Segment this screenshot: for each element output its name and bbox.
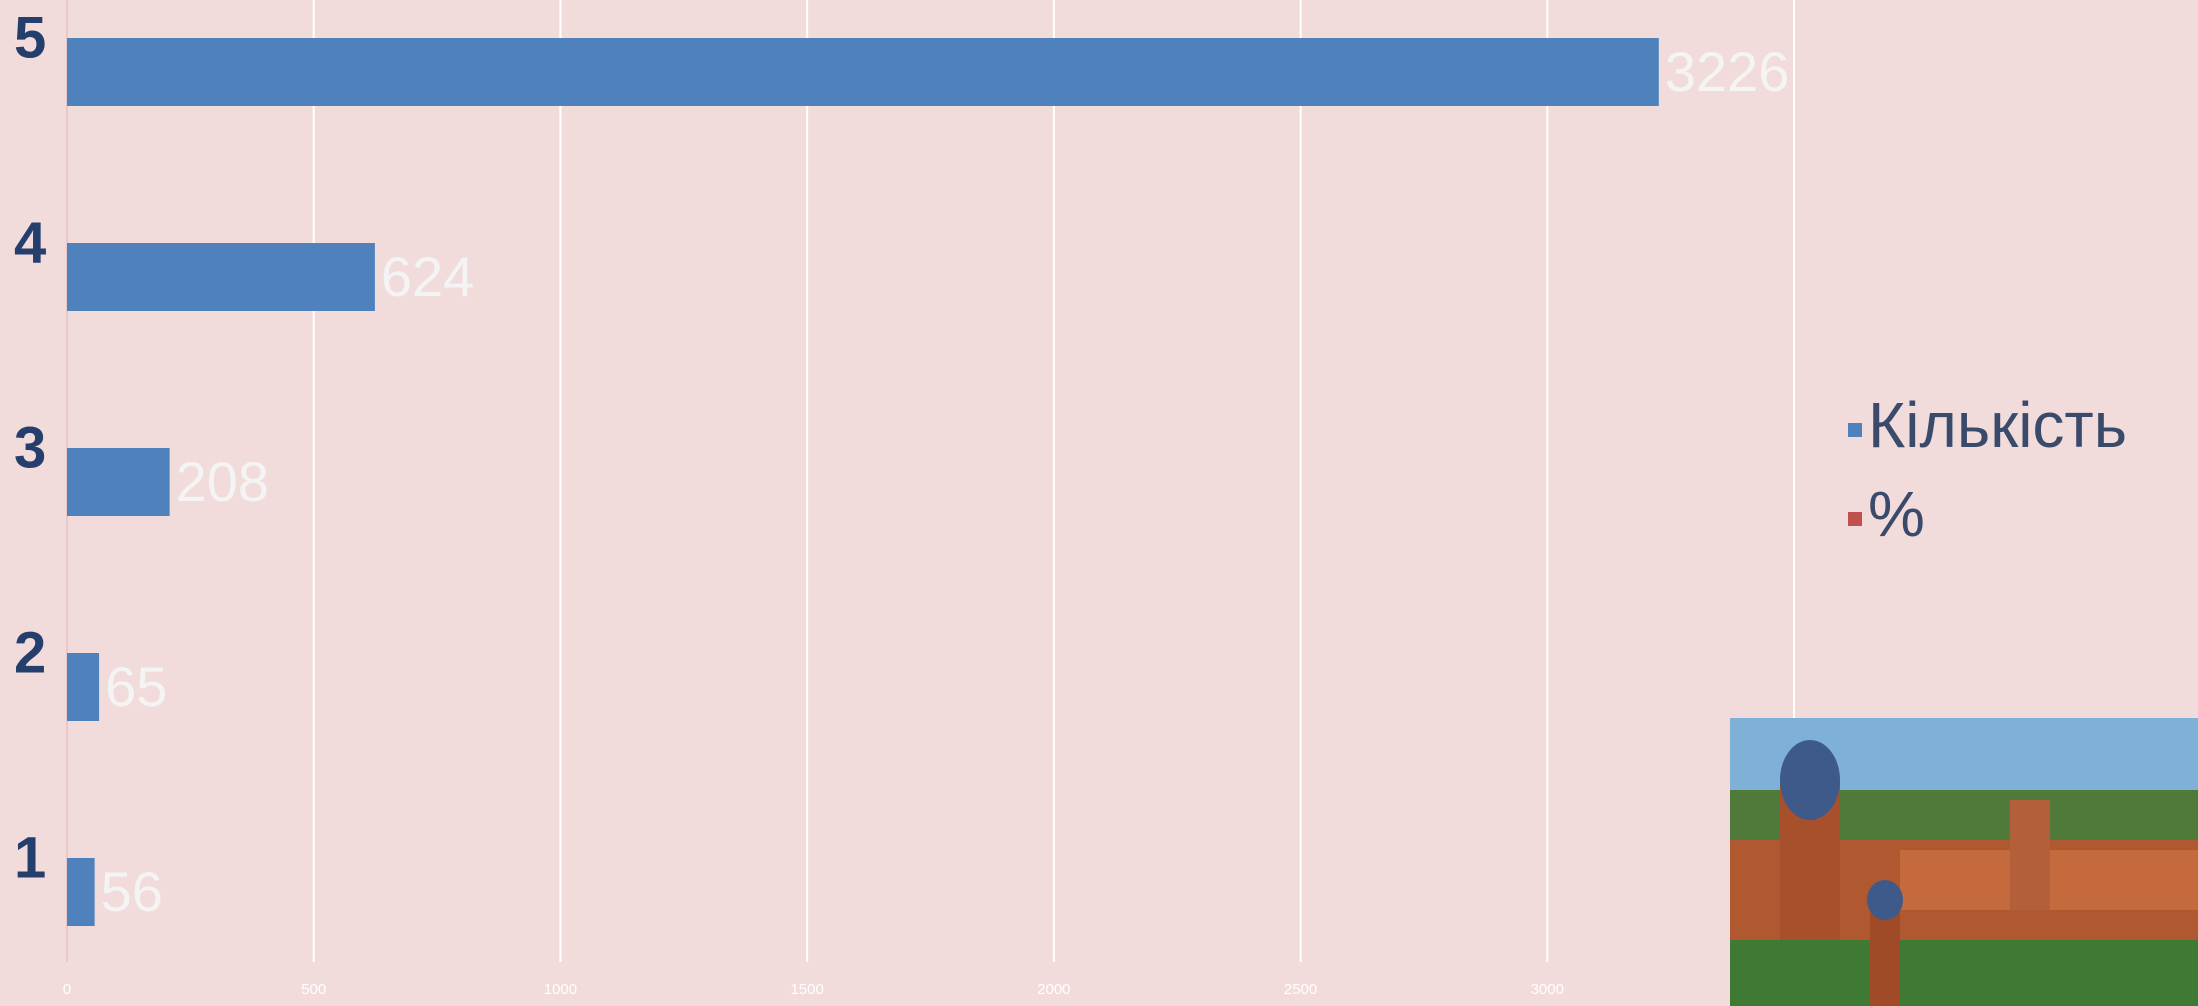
x-tick-label: 3000 — [1531, 981, 1564, 998]
photo — [1730, 718, 2198, 1006]
legend-label: % — [1868, 478, 1925, 550]
y-tick-label: 3 — [14, 415, 46, 480]
legend-swatch — [1848, 423, 1862, 437]
value-label: 3226 — [1665, 40, 1790, 103]
chart: 0 500 1000 1500 2000 2500 3000 1 56 2 65 3 208 4 624 5 3… — [0, 0, 2198, 1006]
y-tick-label: 1 — [14, 825, 46, 890]
legend-label: Кількість — [1868, 389, 2127, 461]
y-tick-label: 2 — [14, 620, 46, 685]
value-label: 65 — [105, 655, 167, 718]
y-tick-label: 4 — [14, 210, 46, 275]
y-tick-label: 5 — [14, 5, 46, 70]
x-tick-label: 500 — [301, 981, 326, 998]
x-tick-label: 2500 — [1284, 981, 1317, 998]
value-label: 208 — [176, 450, 269, 513]
value-label: 624 — [381, 245, 474, 308]
x-tick-label: 1000 — [544, 981, 577, 998]
bar — [67, 858, 95, 926]
x-tick-label: 2000 — [1037, 981, 1070, 998]
bar — [67, 448, 170, 516]
x-tick-label: 0 — [63, 981, 71, 998]
bar — [67, 243, 375, 311]
value-label: 56 — [101, 860, 163, 923]
bar — [67, 38, 1659, 106]
x-tick-label: 1500 — [790, 981, 823, 998]
legend-swatch — [1848, 512, 1862, 526]
bar — [67, 653, 99, 721]
